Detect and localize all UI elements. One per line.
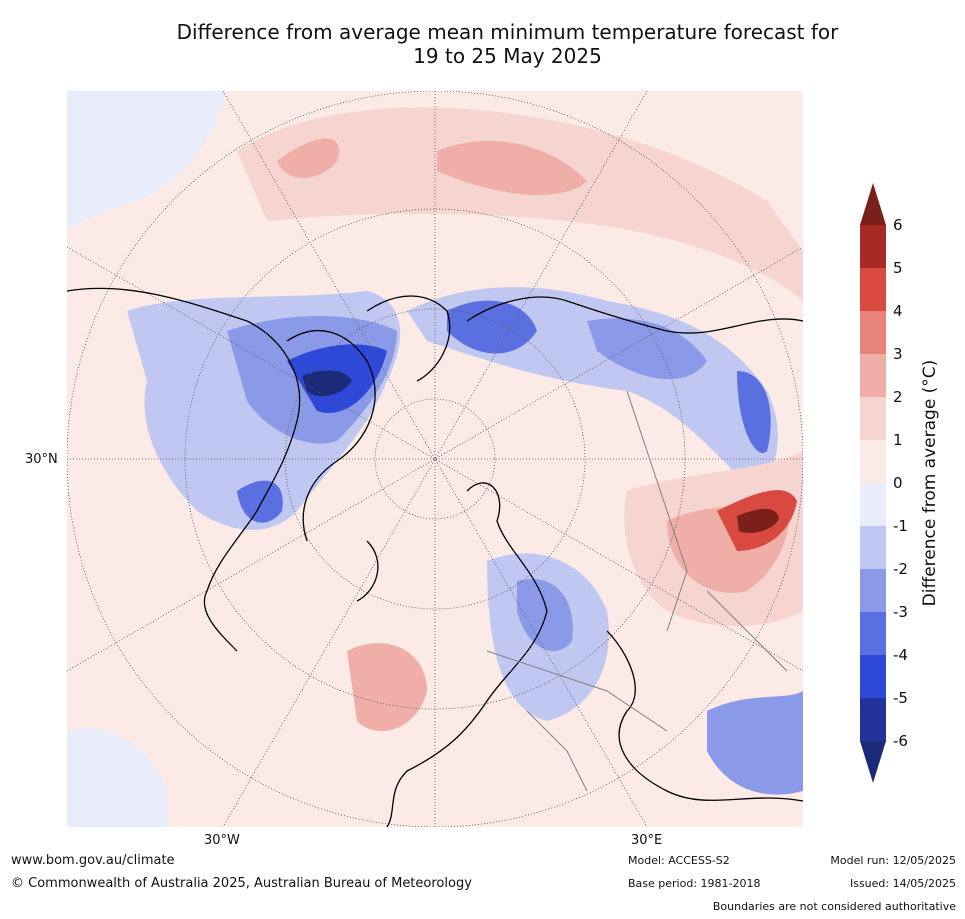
anomaly-patch-south-asia xyxy=(707,691,803,795)
colorbar-tick-label: -3 xyxy=(893,603,908,621)
lon-label-30w: 30°W xyxy=(204,833,240,848)
colorbar xyxy=(860,183,886,783)
colorbar-tick-label: 1 xyxy=(893,431,903,449)
anomaly-patch-labrador xyxy=(237,480,283,523)
colorbar-band xyxy=(860,225,886,269)
colorbar-tick-label: 3 xyxy=(893,345,903,363)
colorbar-band xyxy=(860,354,886,398)
anomaly-patch-north-atlantic xyxy=(347,643,427,731)
country-borders xyxy=(486,390,788,792)
colorbar-band xyxy=(860,268,886,312)
anomaly-patch-baltic xyxy=(517,579,573,651)
colorbar-band xyxy=(860,440,886,484)
lon-label-30e: 30°E xyxy=(631,833,663,848)
colorbar-band xyxy=(860,569,886,613)
anomaly-patch-west-siberia xyxy=(737,371,771,453)
lat-label-30n: 30°N xyxy=(25,452,58,467)
title-line-2: 19 to 25 May 2025 xyxy=(413,44,602,68)
anomaly-region-north-pacific xyxy=(67,91,227,231)
colorbar-tick-label: -2 xyxy=(893,560,908,578)
anomaly-patch-east-siberian-sea xyxy=(437,141,587,195)
colorbar-band xyxy=(860,483,886,527)
colorbar-tick-label: 4 xyxy=(893,302,903,320)
colorbar-band xyxy=(860,655,886,699)
anomaly-patch-kara xyxy=(587,318,707,380)
footer-url[interactable]: www.bom.gov.au/climate xyxy=(11,853,175,868)
colorbar-band xyxy=(860,698,886,742)
map-area xyxy=(67,91,803,827)
colorbar-tick-label: -4 xyxy=(893,646,908,664)
coastlines xyxy=(67,287,803,827)
title-line-1: Difference from average mean minimum tem… xyxy=(176,20,839,44)
colorbar-band xyxy=(860,311,886,355)
colorbar-band xyxy=(860,397,886,441)
colorbar-extend-low xyxy=(860,741,886,783)
colorbar-band xyxy=(860,612,886,656)
colorbar-tick-label: -6 xyxy=(893,732,908,750)
footer-base-period: Base period: 1981-2018 xyxy=(628,877,761,890)
colorbar-label: Difference from average (°C) xyxy=(920,359,940,607)
anomaly-region-bering xyxy=(237,107,803,301)
colorbar-band xyxy=(860,526,886,570)
anomaly-core-extreme-warm xyxy=(737,508,779,533)
colorbar-extend-high xyxy=(860,183,886,225)
footer-issued: Issued: 14/05/2025 xyxy=(849,877,956,890)
forecast-map xyxy=(67,91,803,827)
colorbar-tick-label: -1 xyxy=(893,517,908,535)
footer-model-run: Model run: 12/05/2025 xyxy=(830,854,956,867)
chart-title: Difference from average mean minimum tem… xyxy=(60,20,955,68)
colorbar-tick-label: 5 xyxy=(893,259,903,277)
footer-model: Model: ACCESS-S2 xyxy=(628,854,730,867)
anomaly-patch-east-pacific xyxy=(67,728,167,827)
footer-disclaimer: Boundaries are not considered authoritat… xyxy=(712,900,956,913)
anomaly-patch-alaska xyxy=(277,138,339,178)
colorbar-tick-label: -5 xyxy=(893,689,908,707)
anomaly-patch-laptev xyxy=(447,300,537,354)
colorbar-tick-label: 6 xyxy=(893,216,903,234)
colorbar-tick-label: 0 xyxy=(893,474,903,492)
colorbar-swatches xyxy=(860,183,886,783)
graticule xyxy=(67,91,803,827)
footer-copyright: © Commonwealth of Australia 2025, Austra… xyxy=(11,876,472,891)
colorbar-tick-label: 2 xyxy=(893,388,903,406)
